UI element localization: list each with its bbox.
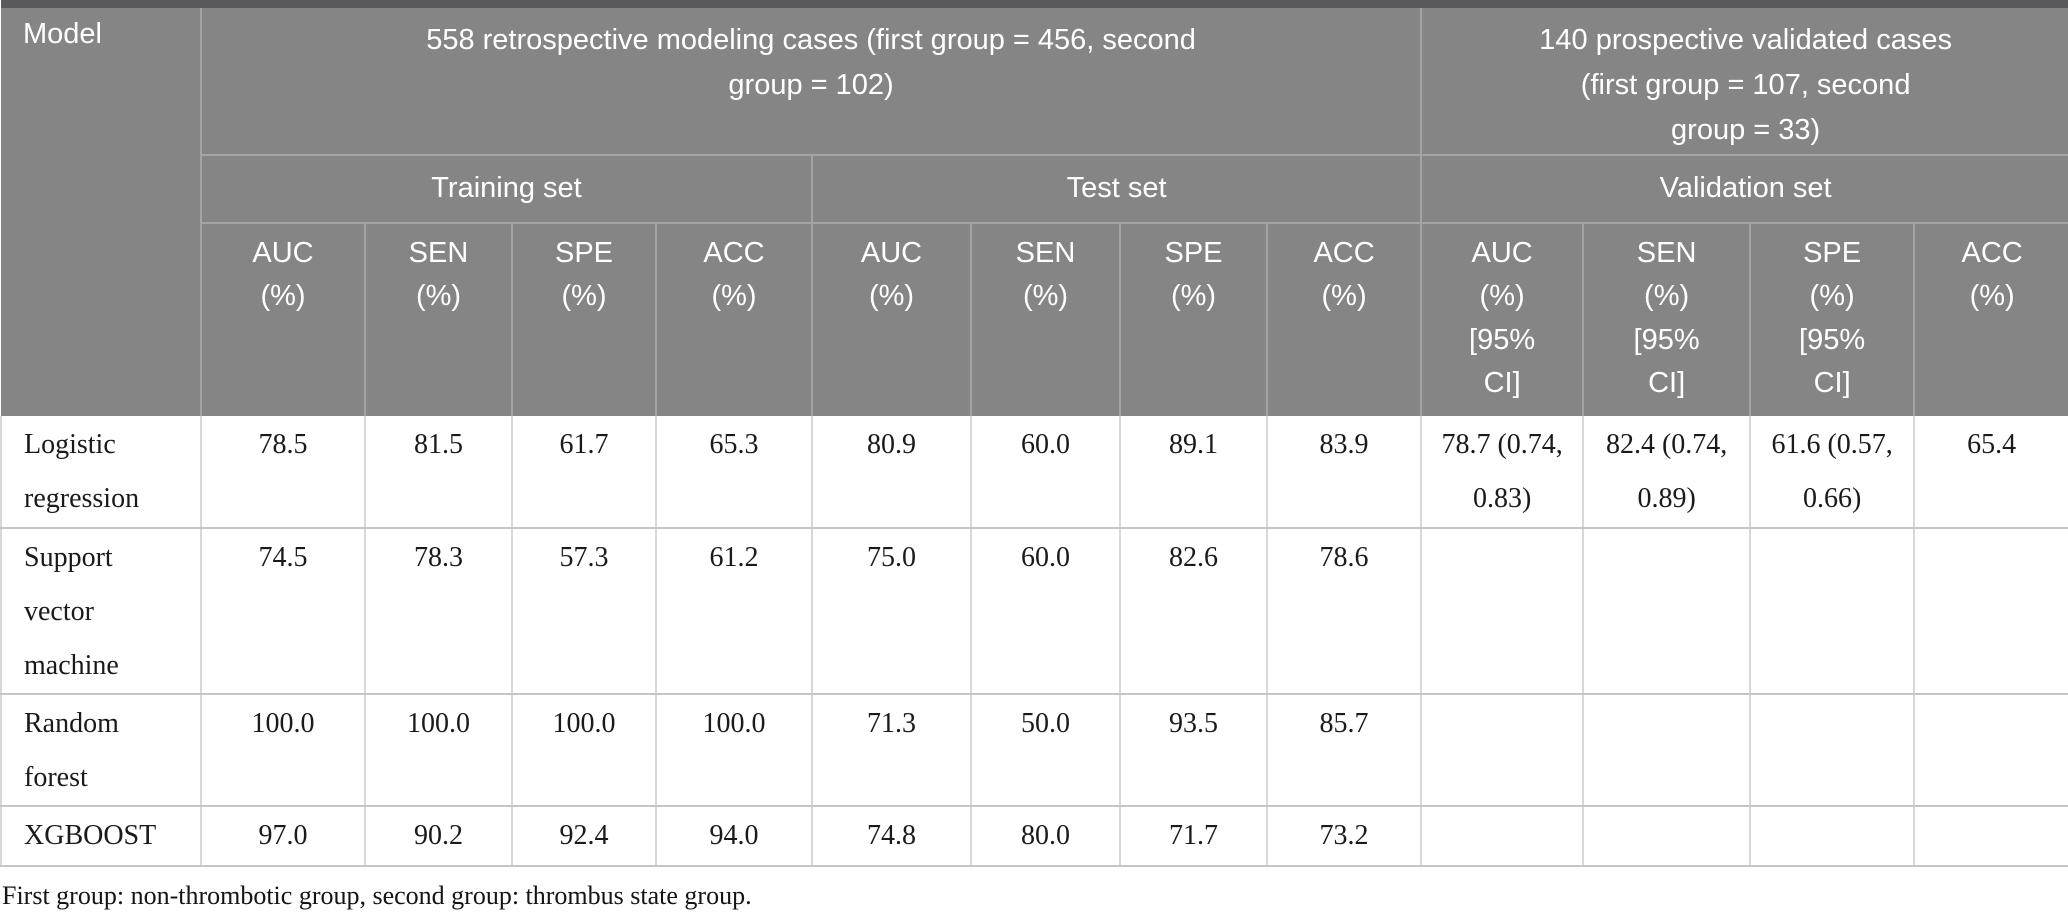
metric-header-test-sen: SEN (%) [970,221,1121,416]
metric-header-training-spe: SPE (%) [511,221,657,416]
metric-header-test-acc: ACC (%) [1265,221,1423,416]
value-cell: 65.3 [655,415,813,529]
value-cell [1749,692,1916,807]
table-row-random-forest: Random forest 100.0 100.0 100.0 100.0 71… [0,692,2068,807]
value-cell [1913,526,2068,695]
prospective-group-header: 140 prospective validated cases (first g… [1420,4,2068,156]
test-set-header: Test set [810,153,1423,224]
metric-header-test-spe: SPE (%) [1119,221,1268,416]
model-cell: Logistic regression [0,415,202,529]
model-performance-table: Model 558 retrospective modeling cases (… [0,0,2068,867]
value-cell [1582,804,1752,867]
value-cell: 73.2 [1265,804,1423,867]
value-cell [1420,804,1585,867]
metric-header-test-auc: AUC (%) [811,221,972,416]
value-cell: 93.5 [1119,692,1268,807]
metric-header-validation-auc: AUC (%) [95% CI] [1420,221,1585,416]
value-cell: 78.7 (0.74, 0.83) [1420,415,1585,529]
value-cell [1582,692,1752,807]
value-cell: 78.5 [200,415,366,529]
value-cell: 94.0 [655,804,813,867]
value-cell: 78.6 [1265,526,1423,695]
value-cell: 85.7 [1265,692,1423,807]
value-cell: 81.5 [364,415,513,529]
value-cell: 50.0 [970,692,1121,807]
metric-header-training-sen: SEN (%) [364,221,513,416]
retrospective-group-header: 558 retrospective modeling cases (first … [199,4,1423,156]
value-cell: 60.0 [970,415,1121,529]
value-cell: 61.7 [511,415,657,529]
metric-header-validation-sen: SEN (%) [95% CI] [1582,221,1752,416]
value-cell: 82.6 [1119,526,1268,695]
value-cell: 83.9 [1265,415,1423,529]
value-cell [1749,526,1916,695]
value-cell: 80.9 [811,415,972,529]
value-cell: 80.0 [970,804,1121,867]
value-cell [1420,692,1585,807]
value-cell: 71.7 [1119,804,1268,867]
value-cell: 100.0 [200,692,366,807]
value-cell: 60.0 [970,526,1121,695]
validation-set-header: Validation set [1420,153,2068,224]
value-cell: 78.3 [364,526,513,695]
value-cell: 74.5 [200,526,366,695]
value-cell: 74.8 [811,804,972,867]
value-cell: 57.3 [511,526,657,695]
value-cell: 61.2 [655,526,813,695]
table-row-logistic-regression: Logistic regression 78.5 81.5 61.7 65.3 … [0,415,2068,529]
metric-header-training-acc: ACC (%) [655,221,813,416]
value-cell: 90.2 [364,804,513,867]
value-cell: 75.0 [811,526,972,695]
value-cell [1913,692,2068,807]
value-cell: 92.4 [511,804,657,867]
value-cell [1582,526,1752,695]
metric-header-validation-spe: SPE (%) [95% CI] [1749,221,1916,416]
model-cell: Support vector machine [0,526,202,695]
training-set-header: Training set [201,153,813,224]
value-cell [1420,526,1585,695]
value-cell: 100.0 [511,692,657,807]
model-cell: Random forest [0,692,202,807]
model-cell: XGBOOST [0,804,202,867]
value-cell: 100.0 [655,692,813,807]
metric-header-training-auc: AUC (%) [201,221,366,416]
value-cell: 89.1 [1119,415,1268,529]
table-row-xgboost: XGBOOST 97.0 90.2 92.4 94.0 74.8 80.0 71… [0,804,2068,867]
value-cell: 97.0 [200,804,366,867]
value-cell [1749,804,1916,867]
model-column-header: Model [1,4,202,416]
table-row-support-vector-machine: Support vector machine 74.5 78.3 57.3 61… [0,526,2068,695]
value-cell: 71.3 [811,692,972,807]
value-cell: 100.0 [364,692,513,807]
value-cell: 82.4 (0.74, 0.89) [1582,415,1752,529]
value-cell [1913,804,2068,867]
metric-header-validation-acc: ACC (%) [1913,221,2068,416]
value-cell: 65.4 [1913,415,2068,529]
table-footnote: First group: non-thrombotic group, secon… [2,880,752,910]
value-cell: 61.6 (0.57, 0.66) [1749,415,1916,529]
